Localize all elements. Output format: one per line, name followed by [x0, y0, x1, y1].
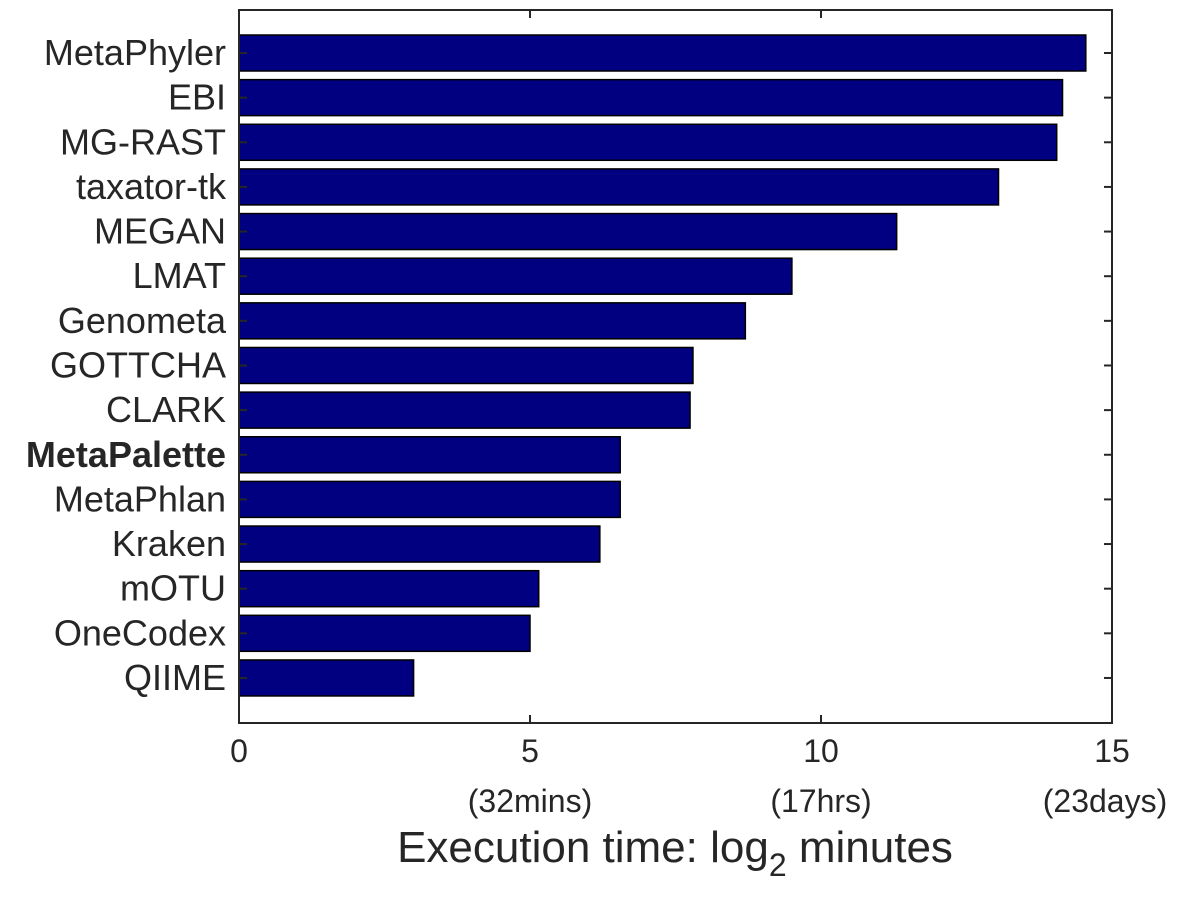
plot-frame	[238, 9, 1113, 724]
x-tick-sublabel: (17hrs)	[770, 783, 871, 819]
x-tick-label: 15	[1094, 733, 1130, 769]
category-label: MetaPhlan	[54, 478, 226, 519]
category-label: taxator-tk	[76, 166, 227, 207]
bar	[238, 168, 1000, 206]
bar	[238, 525, 601, 563]
x-tick-labels: 0 5 (32mins) 10 (17hrs) 15 (23days)	[230, 733, 1167, 819]
bar	[238, 569, 540, 608]
bar	[238, 391, 691, 429]
category-label: MetaPhyler	[44, 32, 226, 73]
bar	[238, 659, 415, 697]
bar	[238, 302, 747, 340]
category-label: LMAT	[133, 255, 226, 296]
category-label: Kraken	[112, 523, 226, 564]
bar	[238, 212, 898, 251]
ticks-layer	[238, 10, 1113, 723]
category-label: Genometa	[58, 300, 227, 341]
x-tick-sublabel: (32mins)	[468, 783, 592, 819]
x-tick-label: 0	[230, 733, 248, 769]
category-label: mOTU	[120, 568, 226, 609]
category-label: GOTTCHA	[50, 344, 226, 385]
category-label: MG-RAST	[60, 121, 226, 162]
x-tick-sublabel: (23days)	[1043, 783, 1168, 819]
bar	[238, 480, 621, 519]
bars-layer	[238, 34, 1087, 697]
category-label: MEGAN	[94, 211, 226, 252]
bar	[238, 614, 531, 653]
category-label: OneCodex	[54, 612, 226, 653]
bar	[238, 436, 621, 474]
x-axis-title-suffix: minutes	[787, 823, 953, 872]
x-axis-title: Execution time: log2 minutes	[397, 823, 953, 883]
x-tick-label: 5	[521, 733, 539, 769]
category-label: CLARK	[106, 389, 226, 430]
bar	[238, 34, 1087, 72]
x-axis-title-main: Execution time: log	[397, 823, 769, 872]
category-label: MetaPalette	[26, 434, 226, 475]
bar	[238, 346, 694, 385]
bar	[238, 257, 793, 295]
category-label: QIIME	[124, 657, 226, 698]
x-axis-title-subscript: 2	[769, 847, 787, 883]
bar	[238, 123, 1058, 162]
category-labels: MetaPhylerEBIMG-RASTtaxator-tkMEGANLMATG…	[26, 32, 227, 698]
category-label: EBI	[168, 77, 226, 118]
x-tick-label: 10	[803, 733, 839, 769]
bar	[238, 78, 1064, 117]
